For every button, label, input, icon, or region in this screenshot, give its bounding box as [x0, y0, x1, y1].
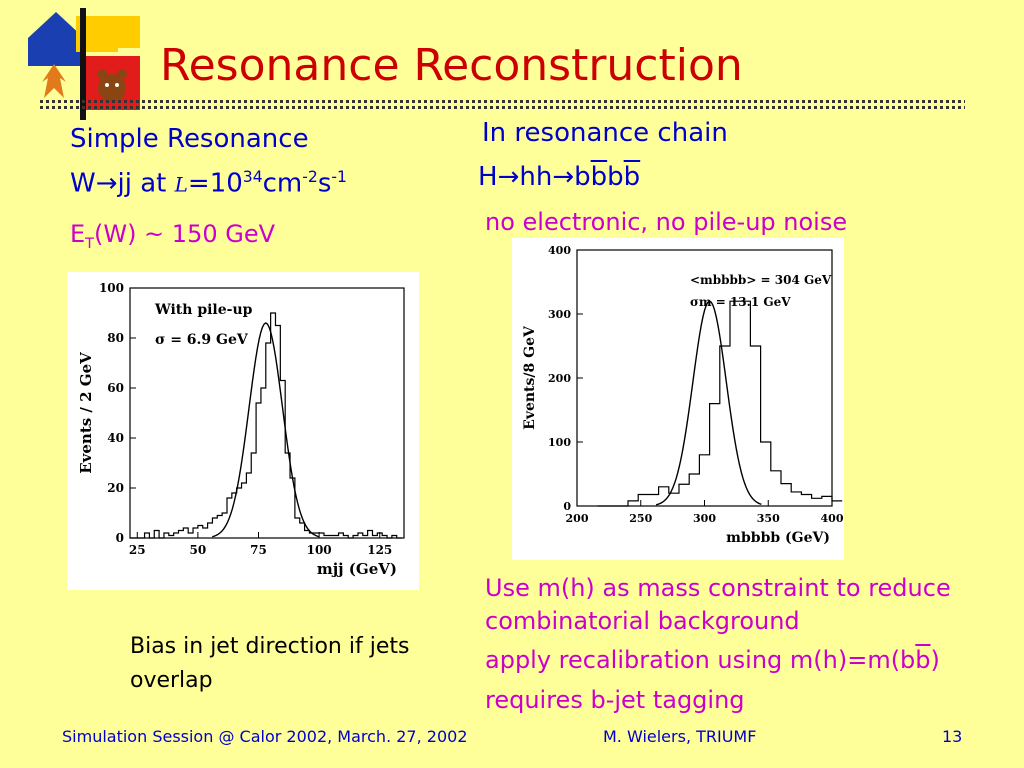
right-heading: In resonance chain: [482, 118, 728, 148]
x-tick-label: 125: [367, 543, 392, 557]
x-axis-label: mjj (GeV): [317, 560, 397, 578]
title-divider: [40, 100, 965, 103]
plot-annotation: <mbbbb> = 304 GeV: [690, 273, 832, 287]
bbar-quark: b: [590, 162, 608, 192]
logo-roof: [28, 12, 84, 38]
y-tick-label: 0: [563, 500, 571, 513]
footer-author: M. Wielers, TRIUMF: [603, 727, 757, 746]
x-tick-label: 25: [129, 543, 146, 557]
jj-at-text: jj at: [117, 168, 175, 199]
recalibration-text: apply recalibration using m(h)=m(b: [485, 646, 916, 674]
bias-note: Bias in jet direction if jets overlap: [130, 634, 410, 693]
plot-frame: [576, 249, 833, 507]
bbar-quark: b: [915, 646, 931, 674]
b-quark: b: [607, 162, 624, 192]
x-tick-label: 100: [307, 543, 332, 557]
x-tick-label: 300: [693, 512, 716, 525]
exponent-34: 34: [242, 168, 263, 186]
arrow-icon: →: [497, 162, 520, 192]
logo: [20, 8, 150, 120]
histogram-series: [597, 300, 843, 507]
y-tick-label: 80: [107, 331, 124, 345]
x-tick-label: 350: [757, 512, 780, 525]
b-quark: b: [574, 162, 591, 192]
et-w-line: ET(W) ~ 150 GeV: [70, 220, 275, 252]
x-tick-label: 400: [821, 512, 844, 525]
decay-chain: H→hh→bbbb: [478, 162, 640, 192]
noise-note: no electronic, no pile-up noise: [485, 208, 848, 236]
bear-icon: [98, 74, 126, 102]
footer-session: Simulation Session @ Calor 2002, March. …: [62, 727, 468, 746]
title-divider-2: [40, 106, 965, 109]
et-symbol: E: [70, 220, 86, 248]
page-number: 13: [942, 727, 963, 746]
logo-yellow-block-2: [116, 16, 140, 48]
mbbbb-histogram-svg: 200 250 300 350 400 0 100 200 300 400 Events/8 GeV…: [522, 244, 844, 546]
y-tick-label: 400: [548, 244, 571, 257]
mbbbb-histogram-chart: 200 250 300 350 400 0 100 200 300 400 Events/8 GeV…: [512, 238, 844, 560]
y-axis-label: Events/8 GeV: [522, 325, 538, 430]
recalibration-close: ): [930, 646, 940, 674]
bullet-mass-constraint: Use m(h) as mass constraint to reduce co…: [485, 574, 951, 635]
left-heading: Simple Resonance: [70, 124, 309, 154]
arrow-icon: →: [95, 168, 118, 199]
s-unit: s: [317, 168, 332, 199]
arrow-icon: →: [552, 162, 575, 192]
x-tick-label: 50: [190, 543, 207, 557]
equals-text: =10: [187, 168, 243, 199]
histogram-series: [130, 312, 402, 539]
y-tick-label: 20: [107, 481, 124, 495]
page-title: Resonance Reconstruction: [160, 40, 743, 91]
luminosity-symbol: L: [174, 172, 188, 197]
y-tick-label: 0: [116, 531, 124, 545]
bbar-quark: b: [623, 162, 641, 192]
process-w-jj: W→jj at L=1034cm-2s-1: [70, 168, 347, 199]
gaussian-fit-line: [655, 300, 762, 506]
y-axis-label: Events / 2 GeV: [77, 352, 95, 474]
y-tick-label: 40: [107, 431, 124, 445]
et-subscript: T: [85, 235, 94, 252]
bullet-btagging: requires b-jet tagging: [485, 686, 745, 714]
exponent-minus-2: -2: [302, 168, 318, 186]
bullet-recalibration: apply recalibration using m(h)=m(bb): [485, 646, 940, 674]
y-tick-label: 100: [548, 436, 571, 449]
plot-annotation: σ = 6.9 GeV: [155, 332, 249, 348]
y-tick-label: 200: [548, 372, 571, 385]
plot-annotation: σm = 13.1 GeV: [690, 295, 791, 309]
plot-annotation: With pile-up: [154, 302, 253, 318]
higgs-symbol: H: [478, 162, 498, 192]
logo-bar: [80, 8, 86, 120]
logo-graphic: [28, 8, 140, 120]
mjj-histogram-chart: 25 50 75 100 125 0 20 40 60 80 100 Events / 2 GeV mj…: [67, 272, 419, 590]
maple-leaf-icon: [42, 64, 66, 98]
cm-unit: cm: [262, 168, 303, 199]
y-tick-label: 100: [99, 281, 124, 295]
x-tick-label: 75: [250, 543, 267, 557]
logo-blue-block: [28, 38, 84, 66]
w-symbol: W: [70, 168, 96, 199]
gaussian-fit-line: [212, 322, 320, 538]
y-tick-label: 60: [107, 381, 124, 395]
x-tick-label: 250: [629, 512, 652, 525]
y-tick-label: 300: [548, 308, 571, 321]
x-tick-label: 200: [566, 512, 589, 525]
plot-frame: [129, 287, 405, 539]
mjj-histogram-svg: 25 50 75 100 125 0 20 40 60 80 100 Events / 2 GeV mj…: [77, 281, 405, 578]
hh-text: hh: [519, 162, 553, 192]
exponent-minus-1: -1: [331, 168, 347, 186]
et-value: (W) ~ 150 GeV: [93, 220, 276, 248]
x-axis-label: mbbbb (GeV): [726, 530, 830, 546]
